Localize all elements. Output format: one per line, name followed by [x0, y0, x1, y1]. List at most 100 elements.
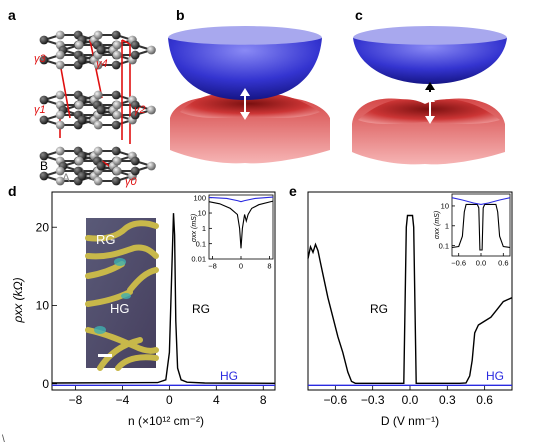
lattice-atom [93, 120, 103, 130]
panel-d-inset-series-blue [208, 196, 274, 203]
panel-e-inset-xtick-label: −0.6 [451, 259, 466, 268]
panel-d-inset-y-label: σxx (mS) [191, 214, 198, 242]
scale-bar [98, 354, 112, 357]
lattice-atom [55, 176, 65, 186]
panel-d-x-label: n (×10¹² cm⁻²) [128, 414, 204, 428]
svg-text:\: \ [2, 434, 5, 444]
panel-e-xtick-label: 0.6 [476, 393, 493, 407]
panel-e-inset-xtick-label: 0.6 [498, 259, 508, 268]
lattice-atom [112, 40, 122, 50]
band-diagram-c [352, 26, 507, 165]
micrograph-label-hg: HG [110, 301, 130, 316]
panel-e-inset-series-black [451, 203, 511, 251]
panel-e-inset-frame [451, 193, 511, 257]
panel-d-xtick-label: 0 [166, 393, 173, 407]
panel-d-label-hg: HG [220, 369, 238, 383]
panel-d-inset-ytick-label: 1 [202, 224, 206, 233]
lattice-atom [112, 50, 122, 60]
hop-label-gamma4: γ4 [96, 58, 108, 70]
lattice-atom [147, 105, 156, 115]
panel-e-inset-series-blue [451, 197, 511, 205]
panel-d-inset-ytick-label: 100 [193, 193, 206, 202]
panel-e-plot: −0.6 −0.3 0.0 0.3 0.6 D (V nm⁻¹) RG HG −0.6 0… [307, 191, 513, 428]
panel-d-ytick-label: 20 [36, 220, 50, 234]
panel-d-label-rg: RG [192, 302, 210, 316]
lattice-atom [55, 110, 65, 120]
lattice-atom [93, 60, 103, 70]
panel-e-xtick-label: 0.3 [439, 393, 456, 407]
band-diagram-b [168, 26, 330, 164]
panel-d-y-label: ρxx (kΩ) [11, 277, 25, 323]
lattice-atom [96, 45, 106, 55]
panel-d-inset-xtick-label: −8 [208, 262, 217, 271]
device-micrograph: RG HG [85, 218, 159, 371]
panel-d-inset-series-black [208, 200, 274, 249]
panel-d-xtick-label: −4 [116, 393, 130, 407]
panel-d-series-rg [51, 213, 276, 384]
lattice-atom [39, 171, 49, 181]
panel-e-inset-ytick-label: 1 [445, 221, 449, 230]
panel-e-label-rg: RG [370, 302, 388, 316]
lattice-atom [130, 40, 140, 50]
panel-d-inset-ytick-label: 10 [198, 209, 206, 218]
lattice-atom [130, 100, 140, 110]
lattice-atom [111, 60, 121, 70]
lattice-atom [111, 120, 121, 130]
lattice-atom [130, 110, 140, 120]
lattice-atom [147, 161, 156, 171]
hop-gamma4-line [89, 39, 103, 99]
lattice-atom [111, 176, 121, 186]
panel-e-inset-y-label: σxx (mS) [434, 211, 441, 239]
lattice-atom [111, 90, 121, 100]
lattice-atom [130, 50, 140, 60]
panel-letter-d: d [8, 183, 17, 199]
lattice-atom [39, 95, 49, 105]
lattice-atom [112, 156, 122, 166]
panel-d-inset-xtick-label: 0 [239, 262, 243, 271]
lattice-atom [93, 90, 103, 100]
conduction-band-c [353, 38, 507, 84]
lattice-atom [147, 45, 156, 55]
panel-letter-e: e [289, 183, 297, 199]
panel-e-xtick-label: 0.0 [402, 393, 419, 407]
panel-letter-a: a [8, 7, 16, 23]
panel-e-label-hg: HG [486, 369, 504, 383]
lattice-atom [130, 166, 140, 176]
hop-label-gamma0: γ0 [125, 176, 138, 188]
panel-d-inset-xtick-label: 8 [267, 262, 271, 271]
lattice-atom [93, 30, 103, 40]
panel-letter-b: b [176, 7, 185, 23]
hop-label-gamma3: γ3 [34, 53, 47, 65]
conduction-band-b [168, 38, 322, 100]
panel-e-xtick-label: −0.6 [324, 393, 348, 407]
hop-label-gamma2: γ2 [134, 104, 146, 116]
lattice-diagram: γ3 γ4 γ1 γ2 γ0 B A [34, 30, 156, 188]
lattice-atom [74, 100, 84, 110]
lattice-atom [55, 30, 65, 40]
panel-d-inset-ytick-label: 0.1 [196, 239, 206, 248]
lattice-atom [77, 171, 87, 181]
panel-d-ytick-label: 0 [42, 377, 49, 391]
lattice-atom [112, 166, 122, 176]
lattice-atom [130, 156, 140, 166]
lattice-atom [55, 90, 65, 100]
panel-d-inset-frame [208, 194, 274, 260]
lattice-atom [111, 30, 121, 40]
panel-d-xtick-label: −8 [69, 393, 83, 407]
panel-d-xtick-label: 8 [260, 393, 267, 407]
lattice-atom [55, 146, 65, 156]
panel-d-ytick-label: 10 [36, 299, 50, 313]
lattice-atom [111, 146, 121, 156]
lattice-atom [39, 115, 49, 125]
panel-letter-c: c [355, 7, 363, 23]
lattice-atom [55, 50, 65, 60]
lattice-atom [96, 161, 106, 171]
lattice-atom [93, 146, 103, 156]
lattice-atom [74, 40, 84, 50]
lattice-atom [77, 55, 87, 65]
hop-label-gamma1: γ1 [34, 104, 46, 116]
lattice-atom [55, 60, 65, 70]
lattice-atom [96, 105, 106, 115]
lattice-atom [77, 115, 87, 125]
